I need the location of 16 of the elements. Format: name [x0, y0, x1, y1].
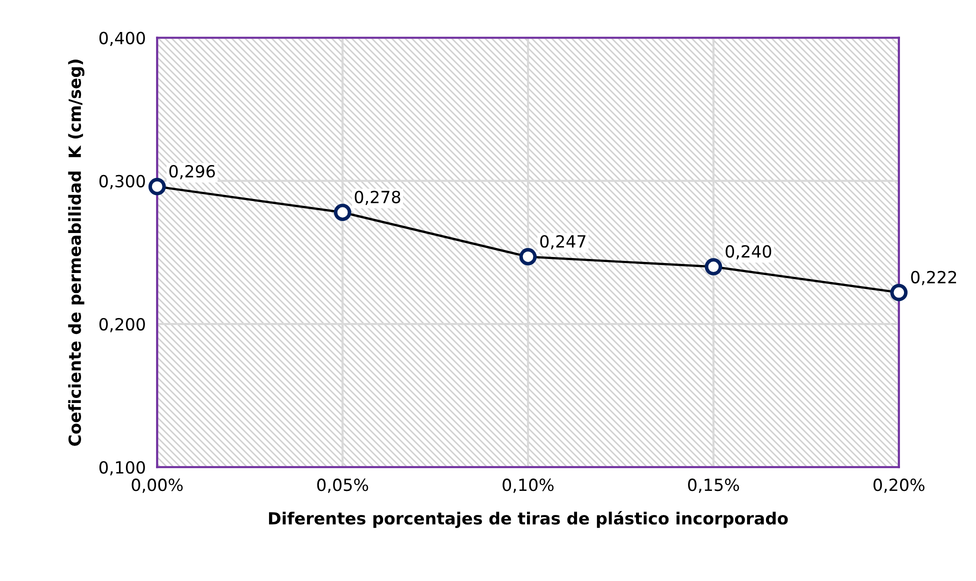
y-axis-title: Coeficiente de permeabilidad K (cm/seg) — [68, 60, 84, 446]
x-tick-label: 0,20% — [874, 478, 924, 493]
y-tick-label: 0,200 — [99, 318, 145, 332]
x-tick-label: 0,05% — [317, 478, 368, 493]
y-tick-label: 0,400 — [99, 32, 145, 46]
data-label: 0,247 — [540, 235, 586, 250]
data-label: 0,278 — [354, 190, 400, 206]
y-tick-label: 0,300 — [99, 174, 145, 190]
x-axis-title: Diferentes porcentajes de tiras de plástico incorporado — [269, 511, 788, 528]
data-label: 0,240 — [726, 245, 772, 260]
y-tick-label: 0,100 — [99, 461, 145, 476]
x-tick-label: 0,15% — [688, 478, 740, 493]
x-tick-label: 0,10% — [502, 478, 554, 493]
x-tick-label: 0,00% — [132, 478, 183, 493]
data-label: 0,222 — [911, 270, 956, 286]
data-label: 0,296 — [169, 164, 215, 180]
